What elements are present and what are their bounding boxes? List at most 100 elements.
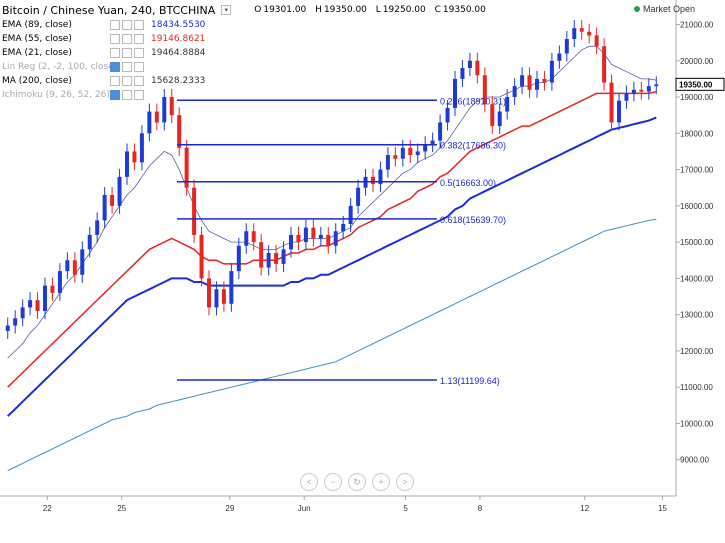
candle-body — [639, 89, 644, 92]
candle-body — [147, 111, 152, 134]
candle-body — [199, 234, 204, 279]
candle-body — [423, 144, 428, 152]
indicator-controls[interactable] — [110, 90, 145, 100]
candle-body — [65, 260, 70, 272]
candle-body — [169, 97, 174, 116]
indicator-controls[interactable] — [110, 20, 145, 30]
ema55-line — [7, 90, 657, 388]
eye-icon[interactable] — [110, 90, 120, 100]
candle-body — [184, 147, 189, 188]
gear-icon[interactable] — [122, 34, 132, 44]
close-icon[interactable] — [134, 48, 144, 58]
indicator-row[interactable]: EMA (55, close) 19146.8621 — [2, 32, 486, 46]
indicator-controls[interactable] — [110, 76, 145, 86]
candle-body — [356, 187, 361, 206]
y-tick-label: 10000.00 — [680, 419, 714, 428]
fib-level-label: 1.13(11199.64) — [440, 376, 500, 386]
candle-body — [445, 107, 450, 123]
candle-body — [154, 111, 159, 123]
indicator-row[interactable]: Lin Reg (2, -2, 100, close) — [2, 60, 486, 74]
candle-body — [564, 39, 569, 54]
indicator-value: 19146.8621 — [151, 34, 206, 44]
y-tick-label: 15000.00 — [680, 238, 714, 247]
y-tick-label: 21000.00 — [680, 21, 714, 30]
candle-body — [281, 249, 286, 264]
candle-body — [80, 249, 85, 275]
candle-body — [527, 75, 532, 90]
candle-body — [87, 234, 92, 250]
y-tick-label: 12000.00 — [680, 347, 714, 356]
eye-icon[interactable] — [110, 76, 120, 86]
indicator-controls[interactable] — [110, 48, 145, 58]
gear-icon[interactable] — [122, 62, 132, 72]
close-icon[interactable] — [134, 62, 144, 72]
indicator-row[interactable]: Ichimoku (9, 26, 52, 26) — [2, 88, 486, 102]
candle-body — [371, 176, 375, 185]
close-icon[interactable] — [134, 34, 144, 44]
fib-level-label: 0.5(16663.00) — [440, 178, 496, 188]
indicator-row[interactable]: EMA (21, close) 19464.8884 — [2, 46, 486, 60]
x-tick-label: 22 — [43, 504, 52, 513]
candle-body — [482, 75, 487, 105]
close-icon[interactable] — [134, 90, 144, 100]
gear-icon[interactable] — [122, 20, 132, 30]
candle-body — [102, 194, 107, 221]
zoom-out-icon[interactable]: − — [324, 473, 342, 491]
zoom-in-icon[interactable]: + — [372, 473, 390, 491]
x-tick-label: 5 — [403, 504, 408, 513]
indicator-row[interactable]: MA (200, close) 15628.2333 — [2, 74, 486, 88]
ohlc-high-label: H — [315, 5, 322, 15]
candle-body — [162, 97, 167, 123]
close-icon[interactable] — [134, 20, 144, 30]
eye-icon[interactable] — [110, 20, 120, 30]
eye-icon[interactable] — [110, 62, 120, 72]
indicator-controls[interactable] — [110, 34, 145, 44]
gear-icon[interactable] — [122, 76, 132, 86]
candle-body — [438, 122, 443, 141]
candle-body — [311, 227, 316, 239]
symbol-title[interactable]: Bitcoin / Chinese Yuan, 240, BTCCHINA — [2, 3, 216, 17]
candle-body — [497, 111, 502, 127]
status-dot-icon — [633, 6, 640, 12]
eye-icon[interactable] — [110, 48, 120, 58]
candle-body — [542, 78, 547, 83]
x-tick-label: Jun — [298, 504, 311, 513]
reset-icon[interactable]: ↻ — [348, 473, 366, 491]
candle-body — [251, 231, 256, 243]
candle-body — [453, 78, 457, 108]
candle-body — [207, 278, 211, 308]
candle-body — [266, 253, 271, 268]
eye-icon[interactable] — [110, 34, 120, 44]
ohlc-close-label: C — [434, 5, 441, 15]
indicator-name: EMA (89, close) — [2, 20, 72, 30]
ema89-line — [7, 116, 657, 417]
gear-icon[interactable] — [122, 48, 132, 58]
ema21-line — [7, 45, 657, 359]
candle-body — [602, 46, 607, 83]
candle-body — [50, 285, 55, 293]
indicator-controls[interactable] — [110, 62, 145, 72]
chevron-down-icon[interactable]: ▾ — [221, 5, 232, 15]
candle-body — [259, 242, 264, 268]
candle-body — [95, 220, 100, 235]
y-tick-label: 13000.00 — [680, 311, 714, 320]
indicator-value: 18434.5530 — [151, 20, 206, 30]
candle-body — [549, 60, 554, 83]
candle-body — [631, 89, 636, 94]
candle-body — [214, 289, 219, 308]
gear-icon[interactable] — [122, 90, 132, 100]
indicator-name: EMA (21, close) — [2, 48, 72, 58]
market-status: Market Open — [633, 4, 695, 14]
candle-body — [20, 307, 25, 319]
candle-body — [236, 245, 241, 272]
y-tick-label: 16000.00 — [680, 202, 714, 211]
scroll-right-icon[interactable]: > — [396, 473, 414, 491]
scroll-left-icon[interactable]: < — [300, 473, 318, 491]
close-icon[interactable] — [134, 76, 144, 86]
y-tick-label: 14000.00 — [680, 274, 714, 283]
candle-body — [557, 53, 562, 61]
candle-body — [274, 253, 279, 264]
indicator-row[interactable]: EMA (89, close) 18434.5530 — [2, 18, 486, 32]
candle-body — [318, 234, 323, 239]
